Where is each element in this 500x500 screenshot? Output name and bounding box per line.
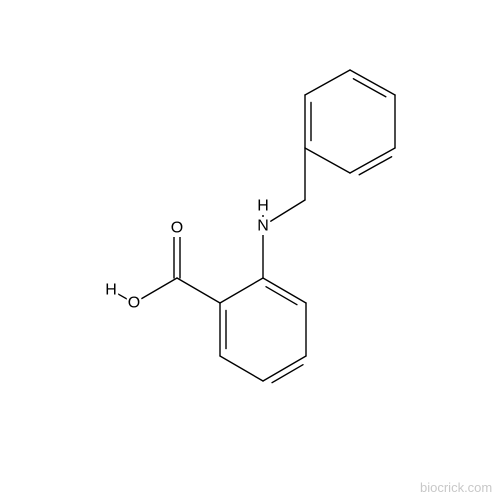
- svg-text:O: O: [171, 220, 183, 237]
- svg-text:H: H: [105, 282, 117, 299]
- molecule-canvas: NHOOH: [0, 0, 500, 500]
- svg-text:H: H: [257, 198, 269, 215]
- watermark-text: biocrick.com: [420, 480, 492, 495]
- svg-text:N: N: [257, 218, 269, 235]
- svg-text:O: O: [128, 295, 140, 312]
